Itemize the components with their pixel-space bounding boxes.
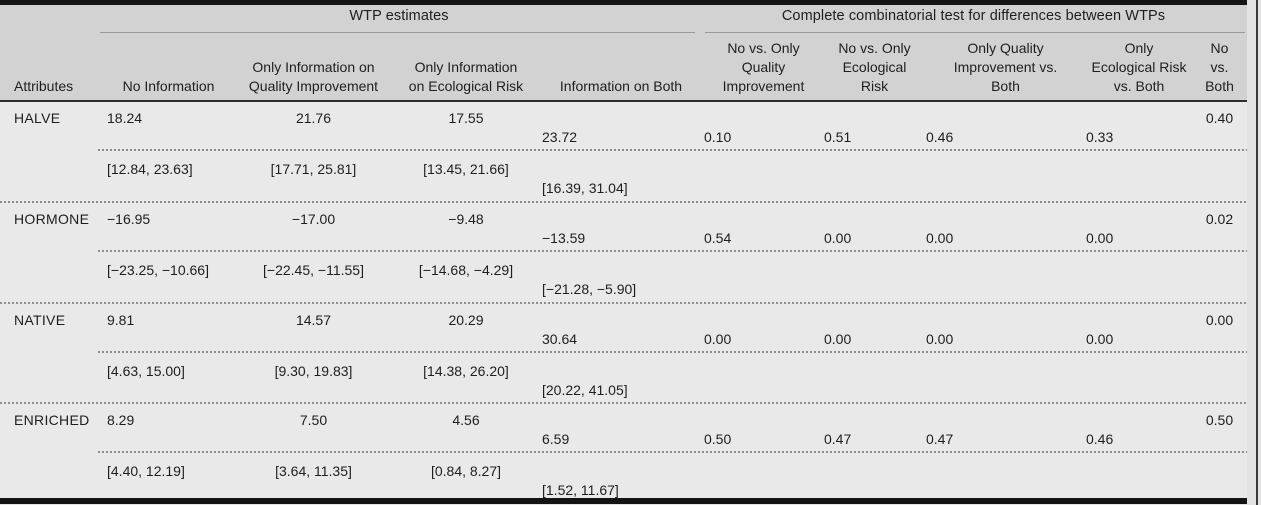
wtp-estimate-cell: −9.48 [448,211,484,227]
band-underline-wtp [100,32,695,33]
p-value-cell: 0.00 [1086,230,1114,246]
confidence-interval-cell: [−22.45, −11.55] [263,262,364,278]
column-header-both: Information on Both [559,78,683,94]
wtp-estimate-cell: 9.81 [107,312,135,328]
column-header-row: Attributes No Information Only Informati… [0,39,1247,96]
confidence-interval-cell: [3.64, 11.35] [275,463,352,479]
column-header-only-quality: Only Information on Quality Improvement [248,59,379,94]
dotted-subrow-rule [98,250,1247,252]
dotted-group-separator [0,402,1247,404]
dotted-subrow-rule [98,149,1247,151]
band-title-combinatorial-test: Complete combinatorial test for differen… [781,8,1166,24]
column-header-quality-vs-both: Only Quality Improvement vs. Both [953,40,1058,94]
page-margin-strip [1247,0,1261,505]
column-header-no-information: No Information [122,78,215,94]
confidence-interval-cell: [20.22, 41.05] [542,382,628,398]
wtp-estimate-cell: 6.59 [542,431,570,447]
confidence-interval-cell: [−23.25, −10.66] [107,262,209,278]
p-value-cell: 0.02 [1205,211,1234,227]
wtp-estimate-cell: 30.64 [542,331,578,347]
p-value-cell: 0.50 [1205,412,1234,428]
wtp-estimate-cell: 8.29 [107,412,135,428]
table-row-halve: HALVE 18.24 21.76 17.55 0.40 23.72 0.10 … [0,102,1247,203]
attribute-label: HALVE [14,110,61,126]
column-header-only-ecological: Only Information on Ecological Risk [408,59,524,94]
confidence-interval-cell: [4.63, 15.00] [107,363,185,379]
band-underline-tests [705,32,1245,33]
column-header-no-vs-both: No vs. Both [1205,40,1234,94]
wtp-estimate-cell: 4.56 [452,412,480,428]
wtp-estimate-cell: −16.95 [107,211,151,227]
p-value-cell: 0.00 [824,331,852,347]
p-value-cell: 0.46 [926,129,954,145]
p-value-cell: 0.00 [926,331,954,347]
wtp-estimate-cell: −17.00 [291,211,336,227]
attribute-label: HORMONE [14,211,90,227]
dotted-group-separator [0,201,1247,203]
band-title-wtp-estimates: WTP estimates [349,8,449,24]
confidence-interval-cell: [14.38, 26.20] [423,363,509,379]
confidence-interval-cell: [17.71, 25.81] [270,161,357,177]
confidence-interval-cell: [13.45, 21.66] [423,161,509,177]
confidence-interval-cell: [−14.68, −4.29] [418,262,514,278]
wtp-estimate-cell: 18.24 [107,110,143,126]
table-row-hormone: HORMONE −16.95 −17.00 −9.48 0.02 −13.59 … [0,203,1247,304]
p-value-cell: 0.10 [704,129,732,145]
p-value-cell: 0.51 [824,129,852,145]
table-header: WTP estimates Complete combinatorial tes… [0,0,1247,102]
confidence-interval-cell: [0.84, 8.27] [430,463,502,479]
p-value-cell: 0.40 [1205,110,1234,126]
column-header-no-vs-quality: No vs. Only Quality Improvement [722,40,805,94]
wtp-estimate-cell: −13.59 [542,230,586,246]
confidence-interval-cell: [12.84, 23.63] [107,161,193,177]
confidence-interval-cell: [4.40, 12.19] [107,463,185,479]
attribute-label: NATIVE [14,312,66,328]
attribute-label: ENRICHED [14,412,90,428]
wtp-estimate-cell: 21.76 [295,110,332,126]
confidence-interval-cell: [16.39, 31.04] [542,180,628,196]
column-header-attributes: Attributes [14,78,74,94]
dotted-group-separator [0,302,1247,304]
confidence-interval-cell: [−21.28, −5.90] [542,281,637,297]
p-value-cell: 0.00 [824,230,852,246]
p-value-cell: 0.47 [824,431,852,447]
p-value-cell: 0.00 [1086,331,1114,347]
wtp-estimate-cell: 20.29 [448,312,484,328]
p-value-cell: 0.00 [704,331,732,347]
column-header-no-vs-ecological: No vs. Only Ecological Risk [838,40,911,94]
p-value-cell: 0.33 [1086,129,1114,145]
p-value-cell: 0.00 [926,230,954,246]
wtp-estimate-cell: 23.72 [542,129,578,145]
wtp-estimate-cell: 17.55 [448,110,484,126]
table-row-native: NATIVE 9.81 14.57 20.29 0.00 30.64 0.00 … [0,304,1247,404]
p-value-cell: 0.00 [1205,312,1234,328]
p-value-cell: 0.50 [704,431,732,447]
p-value-cell: 0.47 [926,431,954,447]
p-value-cell: 0.46 [1086,431,1114,447]
confidence-interval-cell: [1.52, 11.67] [542,482,619,498]
wtp-estimate-cell: 7.50 [299,412,328,428]
wtp-estimate-cell: 14.57 [295,312,332,328]
table-row-enriched: ENRICHED 8.29 7.50 4.56 0.50 6.59 0.50 0… [0,404,1247,498]
dotted-subrow-rule [98,351,1247,353]
column-header-ecological-vs-both: Only Ecological Risk vs. Both [1091,40,1187,94]
dotted-subrow-rule [98,451,1247,453]
page-edge-line [1256,0,1258,505]
p-value-cell: 0.54 [704,230,732,246]
confidence-interval-cell: [9.30, 19.83] [274,363,353,379]
